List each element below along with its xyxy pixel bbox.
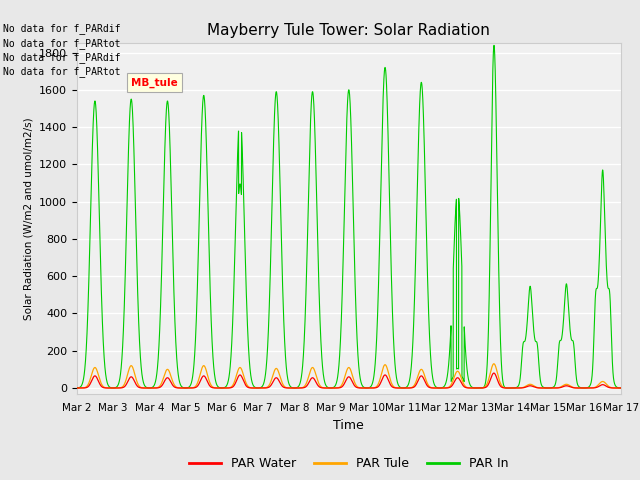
Text: MB_tule: MB_tule bbox=[131, 77, 178, 87]
Text: No data for f_PARtot: No data for f_PARtot bbox=[3, 66, 121, 77]
Legend: PAR Water, PAR Tule, PAR In: PAR Water, PAR Tule, PAR In bbox=[184, 452, 513, 475]
Text: No data for f_PARdif: No data for f_PARdif bbox=[3, 52, 121, 63]
Text: No data for f_PARdif: No data for f_PARdif bbox=[3, 23, 121, 34]
X-axis label: Time: Time bbox=[333, 419, 364, 432]
Title: Mayberry Tule Tower: Solar Radiation: Mayberry Tule Tower: Solar Radiation bbox=[207, 23, 490, 38]
Y-axis label: Solar Radiation (W/m2 and umol/m2/s): Solar Radiation (W/m2 and umol/m2/s) bbox=[24, 117, 33, 320]
Text: No data for f_PARtot: No data for f_PARtot bbox=[3, 37, 121, 48]
